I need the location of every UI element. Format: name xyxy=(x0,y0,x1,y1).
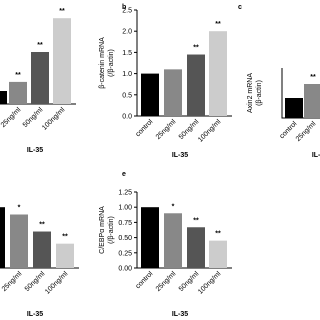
significance: ** xyxy=(310,74,316,81)
x-tick-label: 100ng/ml xyxy=(197,270,223,296)
y-axis-title: β-catenin mRNA xyxy=(99,37,106,89)
y-tick-label: 2.5 xyxy=(122,8,132,15)
significance: * xyxy=(172,203,175,210)
bar xyxy=(304,84,320,118)
significance: ** xyxy=(215,21,221,28)
bar xyxy=(285,98,303,118)
x-axis-title: IL-35 xyxy=(27,147,43,154)
x-tick-label: 100ng/ml xyxy=(44,270,70,296)
y-tick-label: 1.00 xyxy=(118,205,132,212)
panel-label: c xyxy=(238,4,242,11)
y-tick-label: 1.5 xyxy=(122,50,132,57)
y-tick-label: 0.00 xyxy=(118,266,132,273)
significance: ** xyxy=(215,231,221,238)
y-axis-title: C/EBPα mRNA xyxy=(99,206,106,254)
bar xyxy=(187,54,205,116)
y-axis-title: (/β-actin) xyxy=(108,49,115,77)
x-tick-label: 100ng/ml xyxy=(197,118,223,144)
y-tick-label: 1.0 xyxy=(122,71,132,78)
y-axis-title: Axin2 mRNA xyxy=(247,73,254,113)
x-axis-title: IL-35 xyxy=(27,311,43,318)
x-tick-label: 25ng/ml xyxy=(155,118,178,141)
x-tick-label: 25ng/ml xyxy=(0,106,23,129)
x-tick-label: control xyxy=(135,118,155,138)
y-tick-label: 0.75 xyxy=(118,220,132,227)
bar xyxy=(56,243,74,268)
bar xyxy=(164,69,182,116)
y-tick-label: 0.25 xyxy=(118,250,132,257)
x-tick-label: 25ng/ml xyxy=(1,270,24,293)
y-tick-label: 2.0 xyxy=(122,29,132,36)
significance: * xyxy=(18,204,21,211)
y-axis-title: (β-actin) xyxy=(256,80,263,106)
significance: ** xyxy=(193,45,199,52)
bar xyxy=(9,81,27,104)
x-axis-title: IL-35 xyxy=(312,152,320,159)
y-tick-label: 0.5 xyxy=(122,92,132,99)
panel-label: b xyxy=(122,4,126,11)
bar xyxy=(141,73,159,116)
x-tick-label: 100ng/ml xyxy=(41,106,67,132)
bar xyxy=(53,18,71,105)
y-tick-label: 0.0 xyxy=(122,114,132,121)
x-axis-title: IL-35 xyxy=(172,311,188,318)
panel-label: e xyxy=(122,171,126,178)
y-tick-label: 1.25 xyxy=(118,190,132,197)
x-tick-label: 50ng/ml xyxy=(24,270,47,293)
bar xyxy=(10,214,28,268)
significance: ** xyxy=(37,42,43,49)
significance: ** xyxy=(193,217,199,224)
x-tick-label: 25ng/ml xyxy=(155,270,178,293)
bar xyxy=(0,91,7,104)
significance: ** xyxy=(59,8,65,15)
significance: ** xyxy=(15,72,21,79)
y-tick-label: 0.50 xyxy=(118,235,132,242)
significance: ** xyxy=(62,234,68,241)
bar xyxy=(0,207,5,268)
significance: ** xyxy=(39,222,45,229)
bar xyxy=(209,31,227,117)
x-tick-label: 25ng/ml xyxy=(295,120,318,143)
bar xyxy=(31,52,49,104)
bar xyxy=(209,240,227,268)
bar xyxy=(33,231,51,268)
bar xyxy=(187,227,205,268)
bar xyxy=(164,213,182,268)
y-axis-title: (/β-actin) xyxy=(108,216,115,244)
x-tick-label: control xyxy=(135,270,155,290)
x-axis-title: IL-35 xyxy=(172,152,188,159)
bar xyxy=(141,207,159,268)
